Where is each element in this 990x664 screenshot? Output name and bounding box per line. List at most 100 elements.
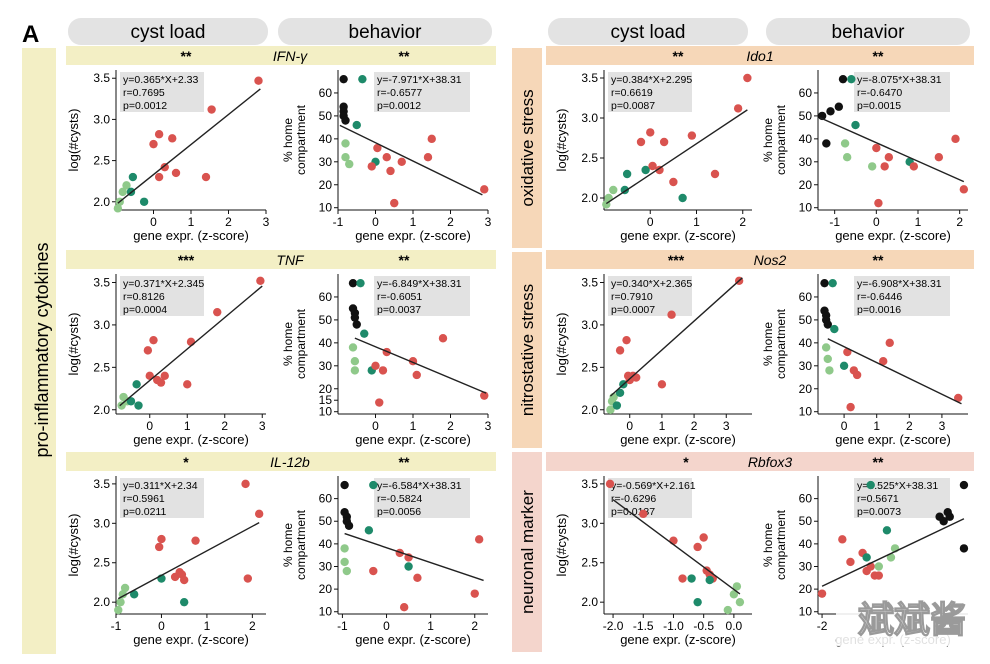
header-pill-right-behavior xyxy=(766,18,970,45)
y-tick-label: 20 xyxy=(799,178,813,192)
y-tick-label: 20 xyxy=(319,582,333,596)
data-point xyxy=(128,172,138,182)
data-point xyxy=(959,480,969,490)
y-tick-label: 10 xyxy=(319,405,333,419)
gene-band-ido1 xyxy=(546,46,974,65)
watermark-backdrop xyxy=(836,590,984,646)
data-point xyxy=(360,329,369,338)
x-axis-label: gene expr. (z-score) xyxy=(355,432,471,447)
data-point xyxy=(186,337,196,347)
y-axis-label: % home xyxy=(761,118,775,162)
x-tick-label: 1 xyxy=(410,419,417,433)
stats-line: r=-0.6577 xyxy=(377,87,422,99)
x-tick-label: 0 xyxy=(146,419,153,433)
data-point xyxy=(160,371,169,381)
data-point xyxy=(687,131,697,140)
data-point xyxy=(116,597,125,607)
panel-letter: A xyxy=(22,21,39,48)
data-point xyxy=(821,343,831,352)
y-tick-label: 10 xyxy=(319,201,333,215)
data-point xyxy=(655,165,664,175)
header-left-behavior: behavior xyxy=(349,22,423,43)
stars-tnf-beh: ** xyxy=(399,252,410,268)
stats-line: p=0.0012 xyxy=(377,100,421,112)
x-tick-label: 2 xyxy=(471,619,478,633)
y-tick-label: 60 xyxy=(799,492,813,506)
stats-box xyxy=(854,276,950,316)
data-point xyxy=(729,590,739,599)
data-point xyxy=(934,153,944,162)
y-tick-label: 2.0 xyxy=(581,403,598,417)
y-tick-label: 30 xyxy=(319,359,333,373)
y-tick-label: 3.0 xyxy=(581,516,598,530)
header-right-behavior: behavior xyxy=(832,22,906,43)
data-point xyxy=(179,575,189,585)
data-point xyxy=(954,393,963,403)
data-point xyxy=(480,391,489,400)
data-point xyxy=(839,361,849,371)
stats-box xyxy=(608,276,692,316)
stats-line: r=-0.6051 xyxy=(377,291,422,303)
data-point xyxy=(183,380,192,389)
data-point xyxy=(678,193,687,203)
data-point xyxy=(699,533,708,542)
stats-line: y=-6.584*X+38.31 xyxy=(377,480,462,492)
data-point xyxy=(828,278,837,288)
data-point xyxy=(132,380,141,389)
y-axis-label: compartment xyxy=(774,308,788,379)
stats-line: y=-6.908*X+38.31 xyxy=(857,278,942,290)
data-point xyxy=(470,589,479,598)
x-tick-label: 0 xyxy=(158,619,165,633)
data-point xyxy=(830,324,839,334)
x-tick-label: 0 xyxy=(372,419,379,433)
data-point xyxy=(207,105,216,114)
data-point xyxy=(693,597,702,607)
x-tick-label: 1 xyxy=(873,419,880,433)
data-point xyxy=(669,177,678,187)
x-tick-label: 1 xyxy=(184,419,191,433)
y-tick-label: 40 xyxy=(799,132,813,146)
y-tick-label: 60 xyxy=(799,290,813,304)
data-point xyxy=(951,134,960,144)
stars-ido1-beh: ** xyxy=(873,48,884,64)
data-point xyxy=(340,557,349,567)
y-axis-label: % home xyxy=(761,322,775,366)
y-tick-label: 10 xyxy=(799,405,813,419)
data-point xyxy=(154,172,164,182)
y-tick-label: 3.0 xyxy=(93,516,110,530)
data-point xyxy=(882,526,892,535)
data-point xyxy=(615,388,625,397)
y-tick-label: 30 xyxy=(799,155,813,169)
stats-line: p=0.0037 xyxy=(377,304,421,316)
data-point xyxy=(369,566,378,576)
header-right-cyst: cyst load xyxy=(611,22,686,43)
regression-line xyxy=(344,532,484,582)
data-point xyxy=(356,278,365,288)
x-axis-label: gene expr. (z-score) xyxy=(133,632,249,647)
y-tick-label: 2.0 xyxy=(93,595,110,609)
stats-line: p=0.0087 xyxy=(611,100,655,112)
gene-band-il12b xyxy=(66,452,496,471)
x-tick-label: 3 xyxy=(723,419,730,433)
data-point xyxy=(945,512,954,521)
data-point xyxy=(705,575,714,585)
data-point xyxy=(171,168,181,178)
data-point xyxy=(412,370,421,380)
x-tick-label: 0 xyxy=(647,215,654,229)
data-point xyxy=(375,398,384,407)
x-axis-label: gene expr. (z-score) xyxy=(133,432,249,447)
gene-band-tnf xyxy=(66,250,496,269)
data-point xyxy=(622,169,632,179)
x-tick-label: -1 xyxy=(337,619,348,633)
y-tick-label: 3.5 xyxy=(581,275,598,289)
y-tick-label: 2.0 xyxy=(581,595,598,609)
data-point xyxy=(386,166,395,176)
x-tick-label: -2 xyxy=(817,619,828,633)
y-axis-label: compartment xyxy=(774,509,788,580)
data-point xyxy=(399,603,409,612)
stars-tnf-cyst: *** xyxy=(178,252,195,268)
x-tick-label: 2 xyxy=(221,419,228,433)
